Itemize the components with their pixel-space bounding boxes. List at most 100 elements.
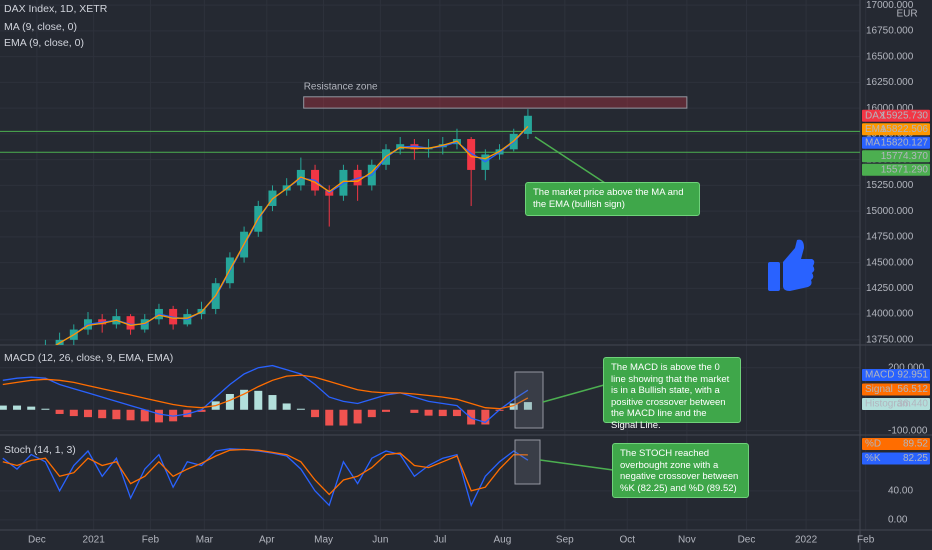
value-tag-name: MA bbox=[865, 137, 880, 148]
x-tick-label: Oct bbox=[619, 535, 635, 546]
value-tag bbox=[862, 383, 930, 396]
value-tag bbox=[862, 136, 930, 149]
annotation: The STOCH reached overbought zone with a… bbox=[612, 443, 749, 498]
histogram-bar bbox=[13, 405, 22, 410]
histogram-bar bbox=[353, 409, 362, 424]
x-tick-label: Sep bbox=[556, 535, 574, 546]
resistance-zone bbox=[303, 96, 688, 109]
value-tag bbox=[862, 150, 930, 163]
histogram-bar bbox=[55, 409, 64, 414]
value-tag-value: 15925.730 bbox=[881, 110, 929, 121]
pointer bbox=[539, 459, 614, 471]
y-tick-label: -100.000 bbox=[888, 425, 928, 436]
value-tag-value: 15822.506 bbox=[881, 124, 929, 135]
price-pane: Resistance zone bbox=[0, 81, 860, 396]
histogram-bar bbox=[268, 395, 277, 410]
value-tag-name: MACD bbox=[865, 370, 894, 381]
x-tick-label: Mar bbox=[196, 535, 214, 546]
pointer bbox=[542, 384, 605, 403]
histogram-bar bbox=[325, 409, 334, 426]
histogram-bar bbox=[197, 409, 206, 412]
value-tag-name: DAX bbox=[865, 110, 886, 121]
value-tag-name: EMA bbox=[865, 124, 887, 135]
macd-line bbox=[2, 364, 529, 424]
legend-stoch: Stoch (14, 1, 3) bbox=[4, 444, 76, 456]
value-tag bbox=[862, 163, 930, 176]
x-tick-label: Nov bbox=[678, 535, 696, 546]
legend-title: DAX Index, 1D, XETR bbox=[4, 3, 108, 15]
value-tag bbox=[862, 452, 930, 465]
histogram-bar bbox=[126, 409, 135, 421]
y-tick-label: 16750.000 bbox=[866, 26, 914, 37]
histogram-bar bbox=[140, 409, 149, 422]
histogram-bar bbox=[0, 405, 7, 410]
highlight-box bbox=[514, 371, 544, 429]
thumbs-up-icon bbox=[768, 239, 815, 291]
y-tick-label: 16250.000 bbox=[866, 77, 914, 88]
highlight-box bbox=[514, 439, 541, 485]
value-tag-name: %D bbox=[865, 439, 881, 450]
legend-macd: MACD (12, 26, close, 9, EMA, EMA) bbox=[4, 352, 174, 364]
candle-body bbox=[467, 139, 476, 170]
histogram-bar bbox=[27, 406, 36, 410]
value-tag-value: 89.52 bbox=[903, 439, 928, 450]
histogram-bar bbox=[240, 389, 249, 410]
y-tick-label: 15000.000 bbox=[866, 206, 914, 217]
histogram-bar bbox=[225, 393, 234, 410]
histogram-bar bbox=[154, 409, 163, 423]
currency: EUR bbox=[896, 9, 917, 20]
y-tick-label: 16000.000 bbox=[866, 103, 914, 114]
zone-label: Resistance zone bbox=[304, 81, 378, 92]
value-tag-name: %K bbox=[865, 453, 881, 464]
y-tick-label: 14250.000 bbox=[866, 283, 914, 294]
macd-pane bbox=[0, 364, 532, 426]
candle-body bbox=[523, 115, 532, 134]
y-tick-label: 13750.000 bbox=[866, 334, 914, 345]
value-tag-value: 56.512 bbox=[897, 384, 928, 395]
candle-body bbox=[126, 316, 135, 330]
histogram-bar bbox=[339, 409, 348, 426]
x-tick-label: Dec bbox=[738, 535, 756, 546]
y-tick-label: 14000.000 bbox=[866, 309, 914, 320]
x-tick-label: 2022 bbox=[795, 535, 818, 546]
x-tick-label: Feb bbox=[857, 535, 875, 546]
value-tag bbox=[862, 109, 930, 122]
value-tag bbox=[862, 123, 930, 136]
histogram-bar bbox=[282, 403, 291, 410]
y-tick-label: 17000.000 bbox=[866, 0, 914, 11]
value-tag-value: 15774.370 bbox=[881, 151, 929, 162]
histogram-bar bbox=[424, 409, 433, 416]
value-tag-name: Signal bbox=[865, 384, 893, 395]
candle-body bbox=[0, 386, 7, 396]
histogram-bar bbox=[481, 409, 490, 425]
stoch-d-line bbox=[2, 448, 528, 496]
value-tag-value: 92.951 bbox=[897, 370, 928, 381]
x-tick-label: Jun bbox=[372, 535, 388, 546]
histogram-bar bbox=[83, 409, 92, 418]
histogram-bar bbox=[382, 409, 391, 412]
histogram-bar bbox=[367, 409, 376, 418]
histogram-bar bbox=[438, 409, 447, 417]
x-tick-label: Dec bbox=[28, 535, 46, 546]
y-tick-label: 0.00 bbox=[888, 514, 908, 525]
annotation: The MACD is above the 0 line showing tha… bbox=[603, 357, 741, 431]
x-tick-label: Jul bbox=[434, 535, 447, 546]
value-tag-value: 36.440 bbox=[897, 399, 928, 410]
stoch-k-line bbox=[2, 448, 529, 508]
histogram-bar bbox=[98, 409, 107, 419]
histogram-bar bbox=[523, 402, 532, 410]
histogram-bar bbox=[254, 390, 263, 410]
y-tick-label: 200.000 bbox=[888, 362, 925, 373]
histogram-bar bbox=[452, 409, 461, 417]
signal-line bbox=[2, 374, 529, 410]
legend-ema: EMA (9, close, 0) bbox=[4, 37, 84, 49]
value-tag-value: 15820.127 bbox=[881, 137, 929, 148]
axes: Dec 2021 Feb Mar Apr May Jun Jul Aug Sep Oct Nov Dec… bbox=[28, 0, 930, 546]
legend-ma: MA (9, close, 0) bbox=[4, 21, 77, 33]
value-tag-value: 15571.290 bbox=[881, 164, 929, 175]
histogram-bar bbox=[296, 408, 305, 410]
value-tag-value: 82.25 bbox=[903, 453, 928, 464]
histogram-bar bbox=[69, 409, 78, 417]
